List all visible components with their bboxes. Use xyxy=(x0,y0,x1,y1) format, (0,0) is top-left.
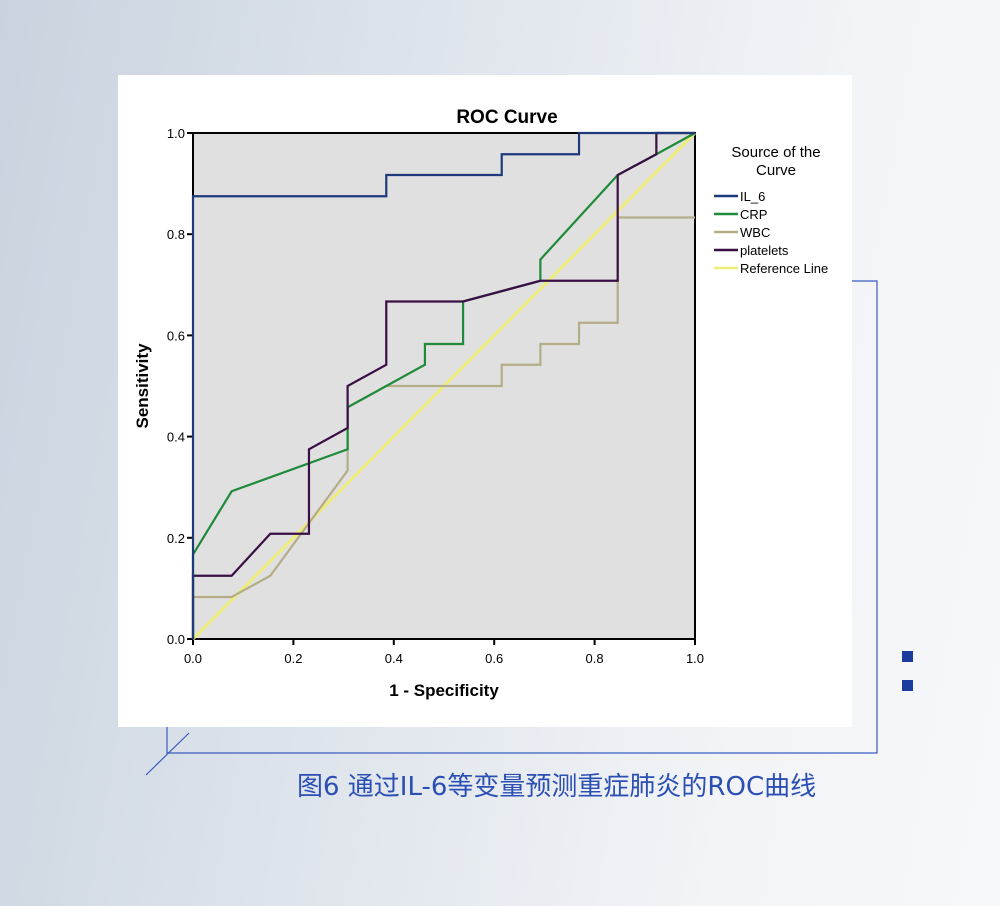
x-tick-label: 0.4 xyxy=(385,651,403,666)
chart-card: ROC Curve 0.0 0.2 0.4 0.6 0.8 1.0 0.0 0.2 0.4 0.6… xyxy=(118,75,852,727)
y-tick-label: 0.8 xyxy=(167,227,185,242)
y-tick-label: 0.2 xyxy=(167,531,185,546)
figure-caption: 图6 通过IL-6等变量预测重症肺炎的ROC曲线 xyxy=(297,772,817,802)
y-tick-label: 0.4 xyxy=(167,430,185,445)
legend-title-line2: Curve xyxy=(756,162,796,179)
series-line-wbc xyxy=(191,216,695,639)
decorative-square xyxy=(902,651,913,662)
y-tick-label: 0.6 xyxy=(167,328,185,343)
roc-chart: ROC Curve 0.0 0.2 0.4 0.6 0.8 1.0 0.0 0.2 0.4 0.6… xyxy=(133,107,828,700)
series-line-crp xyxy=(191,132,696,639)
legend-label: IL_6 xyxy=(740,189,765,204)
series-line-platelets xyxy=(191,131,695,639)
x-tick-label: 0.2 xyxy=(284,651,302,666)
y-axis-label: Sensitivity xyxy=(133,343,152,429)
x-tick-label: 0.0 xyxy=(184,651,202,666)
series-line-il-6 xyxy=(191,131,695,639)
x-tick-label: 0.6 xyxy=(485,651,503,666)
decorative-square xyxy=(902,680,913,691)
y-tick-label: 0.0 xyxy=(167,632,185,647)
legend-title: Source of the Curve xyxy=(731,144,820,179)
legend-label: CRP xyxy=(740,207,767,222)
legend-label: Reference Line xyxy=(740,261,828,276)
x-axis-label: 1 - Specificity xyxy=(389,681,499,700)
legend-label: platelets xyxy=(740,243,789,258)
x-tick-label: 1.0 xyxy=(686,651,704,666)
x-tick-label: 0.8 xyxy=(586,651,604,666)
legend-label: WBC xyxy=(740,225,770,240)
y-tick-label: 1.0 xyxy=(167,126,185,141)
legend-title-line1: Source of the xyxy=(731,144,820,161)
chart-title: ROC Curve xyxy=(456,107,557,128)
